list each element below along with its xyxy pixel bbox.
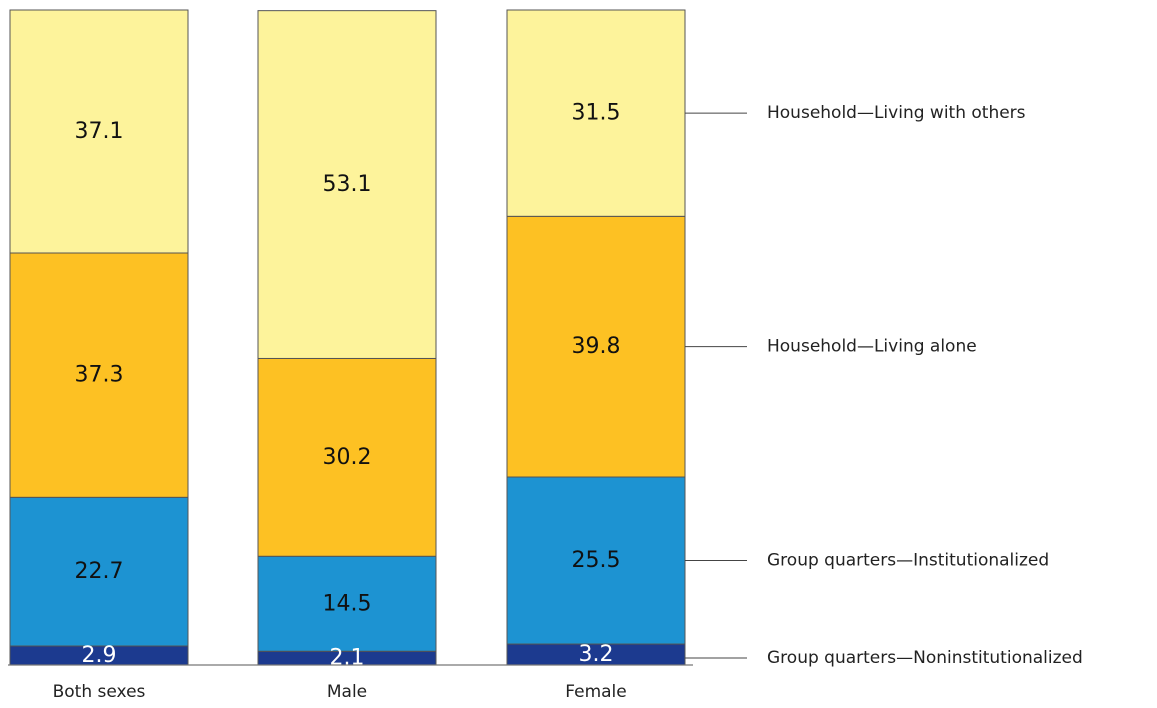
x-tick-label-female: Female xyxy=(565,682,626,702)
bar-segment-female-household-living-with-others xyxy=(506,9,686,217)
legend-label-household-living-alone: Household—Living alone xyxy=(767,337,977,357)
legend-label-group-quarters-institutionalized: Group quarters—Institutionalized xyxy=(767,551,1049,571)
x-tick-label-male: Male xyxy=(327,682,367,702)
legend-layer: Group quarters—Noninstitutionalized Group… xyxy=(685,103,1083,668)
bar-segment-female-household-living-alone xyxy=(506,215,686,478)
value-label-both-sexes-household-living-alone: 37.3 xyxy=(75,363,124,388)
value-label-female-household-living-with-others: 31.5 xyxy=(572,101,621,126)
value-label-female-group-quarters-noninstitutionalized: 3.2 xyxy=(579,642,614,667)
bar-segment-both-sexes-group-quarters-institutionalized xyxy=(9,496,189,647)
bar-segment-male-household-living-alone xyxy=(257,357,437,557)
value-labels-layer: 2.9 22.7 37.3 37.1 2.1 14.5 30.2 53.1 3.2 25.5 39.… xyxy=(75,101,621,671)
value-label-male-group-quarters-institutionalized: 14.5 xyxy=(323,591,372,616)
bars-layer xyxy=(9,9,686,666)
value-label-male-household-living-alone: 30.2 xyxy=(323,445,372,470)
bar-segment-both-sexes-household-living-with-others xyxy=(9,9,189,254)
value-label-male-household-living-with-others: 53.1 xyxy=(323,172,372,197)
legend-label-group-quarters-noninstitutionalized: Group quarters—Noninstitutionalized xyxy=(767,648,1083,668)
x-tick-label-both-sexes: Both sexes xyxy=(53,682,146,702)
value-label-both-sexes-group-quarters-noninstitutionalized: 2.9 xyxy=(82,643,117,668)
value-label-male-group-quarters-noninstitutionalized: 2.1 xyxy=(330,646,365,671)
bar-segment-male-household-living-with-others xyxy=(257,10,437,359)
value-label-both-sexes-group-quarters-institutionalized: 22.7 xyxy=(75,559,124,584)
value-label-female-group-quarters-institutionalized: 25.5 xyxy=(572,548,621,573)
value-label-female-household-living-alone: 39.8 xyxy=(572,334,621,359)
x-tick-labels-layer: Both sexes Male Female xyxy=(53,682,627,702)
value-label-both-sexes-household-living-with-others: 37.1 xyxy=(75,119,124,144)
legend-label-household-living-with-others: Household—Living with others xyxy=(767,103,1026,123)
